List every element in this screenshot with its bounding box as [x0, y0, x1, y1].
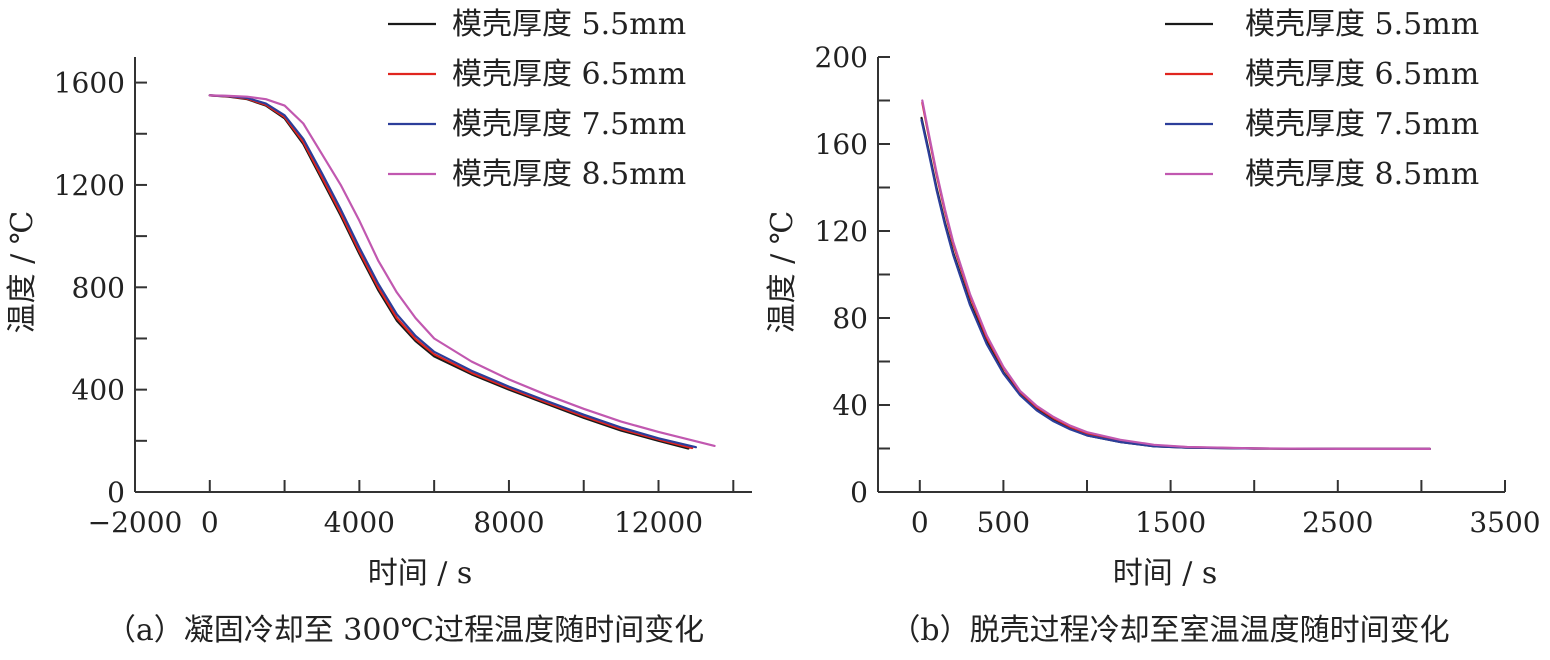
y-tick-label: 200 [815, 41, 868, 74]
x-tick-label: 0 [911, 506, 929, 539]
legend-label: 模壳厚度 6.5mm [452, 57, 686, 92]
legend-label: 模壳厚度 7.5mm [452, 107, 686, 142]
legend-label: 模壳厚度 5.5mm [1245, 7, 1479, 42]
figure-caption: （a）凝固冷却至 300℃过程温度随时间变化 [106, 613, 704, 648]
x-tick-label: 2500 [1302, 506, 1373, 539]
series-line-4 [921, 99, 1431, 450]
y-tick-label: 0 [850, 476, 868, 509]
legend-label: 模壳厚度 8.5mm [452, 157, 686, 192]
y-tick-label: 1200 [54, 169, 125, 202]
legend-label: 模壳厚度 5.5mm [452, 7, 686, 42]
legend-label: 模壳厚度 6.5mm [1245, 57, 1479, 92]
x-tick-label: 500 [977, 506, 1030, 539]
series-line-2 [208, 94, 694, 450]
y-tick-label: 40 [832, 389, 868, 422]
x-tick-label: 1500 [1135, 506, 1206, 539]
figure-caption: （b）脱壳过程冷却至室温温度随时间变化 [890, 613, 1449, 648]
legend-label: 模壳厚度 8.5mm [1245, 157, 1479, 192]
y-tick-label: 80 [832, 302, 868, 335]
series-line-4 [208, 94, 716, 447]
legend: 模壳厚度 5.5mm 模壳厚度 6.5mm 模壳厚度 7.5mm 模壳厚度 8.5mm [1165, 7, 1479, 192]
x-tick-label: 12000 [614, 506, 703, 539]
x-tick-label: 0 [201, 506, 219, 539]
series-line-3 [208, 94, 698, 449]
y-tick-label: 120 [815, 215, 868, 248]
y-tick-label: 400 [72, 374, 125, 407]
x-tick-label: 3500 [1469, 506, 1540, 539]
x-tick-label: 4000 [324, 506, 395, 539]
y-axis-label: 温度 / ℃ [765, 211, 800, 334]
y-axis-label: 温度 / ℃ [5, 211, 40, 334]
series-line-1 [208, 94, 690, 450]
y-tick-label: 160 [815, 128, 868, 161]
y-tick-label: 800 [72, 271, 125, 304]
y-tick-label: 0 [107, 476, 125, 509]
x-tick-label: −2000 [88, 506, 183, 539]
legend-label: 模壳厚度 7.5mm [1245, 107, 1479, 142]
chart-panel-b: 0 500 1500 2500 3500 0 40 80 120 160 200 时间 / s 温度 /… [765, 7, 1541, 648]
x-tick-label: 8000 [473, 506, 544, 539]
legend: 模壳厚度 5.5mm 模壳厚度 6.5mm 模壳厚度 7.5mm 模壳厚度 8.5mm [388, 7, 686, 192]
y-tick-label: 1600 [54, 67, 125, 100]
x-axis-label: 时间 / s [368, 556, 473, 591]
x-axis-label: 时间 / s [1113, 556, 1218, 591]
series-line-2 [921, 101, 1431, 450]
